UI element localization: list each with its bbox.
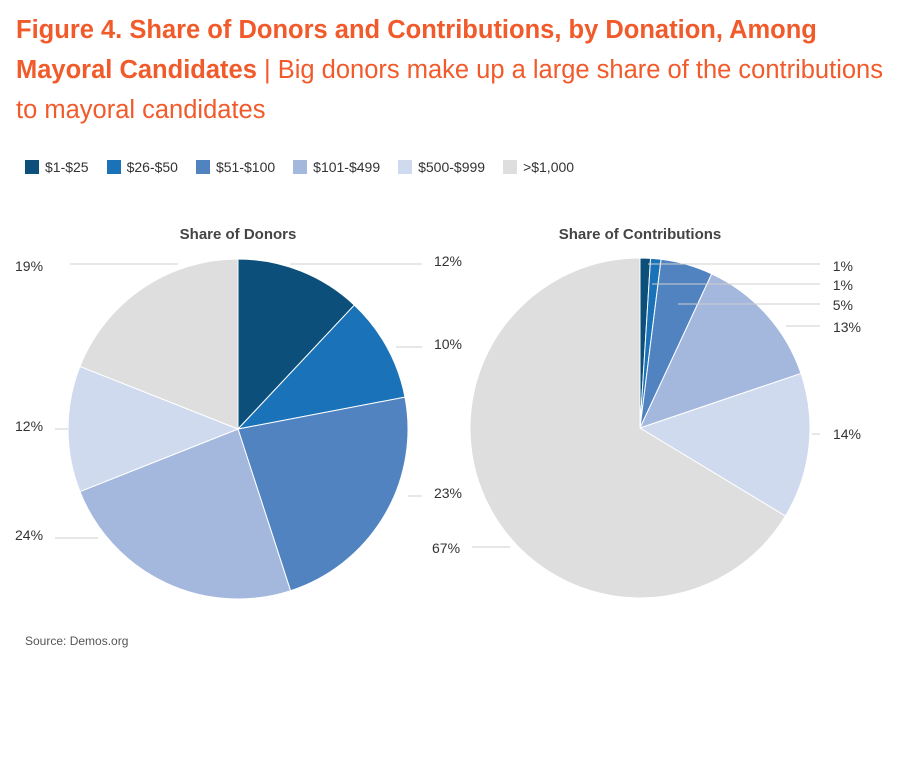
- legend-swatch: [106, 160, 121, 174]
- chart-title: Share of Contributions: [559, 226, 722, 243]
- legend-swatch: [503, 160, 518, 174]
- legend-label: $101-$499: [313, 159, 381, 175]
- legend-item: $51-$100: [195, 159, 276, 175]
- pie-slice: [639, 273, 802, 429]
- data-label: 10%: [434, 336, 462, 352]
- pie-slice: [67, 365, 240, 493]
- legend-item: $101-$499: [293, 159, 380, 175]
- pie-slice: [237, 258, 356, 431]
- data-label: 14%: [833, 426, 861, 442]
- data-label: 12%: [434, 253, 462, 269]
- data-label: 5%: [833, 297, 853, 313]
- legend-item: $500-$999: [398, 159, 485, 175]
- pie-slice: [79, 428, 292, 600]
- data-label: 67%: [432, 540, 460, 556]
- legend-label: $51-$100: [215, 159, 276, 175]
- legend-label: $1-$25: [45, 159, 89, 175]
- pie-slice: [469, 257, 787, 599]
- data-label: 12%: [15, 418, 43, 434]
- legend-swatch: [195, 160, 210, 174]
- figure-title: Figure 4. Share of Donors and Contributi…: [16, 10, 896, 130]
- legend-item: $26-$50: [106, 159, 178, 175]
- data-label: 19%: [15, 258, 43, 274]
- pie-slice: [638, 372, 811, 517]
- legend-item: $1-$25: [25, 159, 89, 175]
- data-label: 24%: [15, 527, 43, 543]
- legend-item: >$1,000: [503, 159, 574, 175]
- data-label: 23%: [434, 485, 462, 501]
- data-label: 1%: [833, 277, 853, 293]
- pie-slice: [237, 396, 409, 592]
- legend-swatch: [25, 160, 39, 174]
- chart-title: Share of Donors: [180, 226, 297, 243]
- legend-swatch: [293, 160, 308, 174]
- legend-swatch: [398, 160, 413, 174]
- data-label: 1%: [833, 258, 853, 274]
- legend: $1-$25 $26-$50 $51-$100 $101-$499 $500-$…: [25, 157, 592, 177]
- pie-slice: [236, 304, 406, 430]
- title-separator: |: [256, 56, 278, 84]
- figure-title-bold: Figure 4. Share of Donors and Contributi…: [16, 16, 817, 84]
- data-label: 13%: [833, 319, 861, 335]
- legend-label: $500-$999: [418, 159, 486, 175]
- legend-label: >$1,000: [523, 159, 575, 175]
- legend-label: $26-$50: [126, 159, 178, 175]
- source-note: Source: Demos.org: [25, 634, 129, 648]
- figure-subtitle: Big donors make up a large share of the …: [16, 56, 883, 124]
- pie-slice: [79, 258, 239, 430]
